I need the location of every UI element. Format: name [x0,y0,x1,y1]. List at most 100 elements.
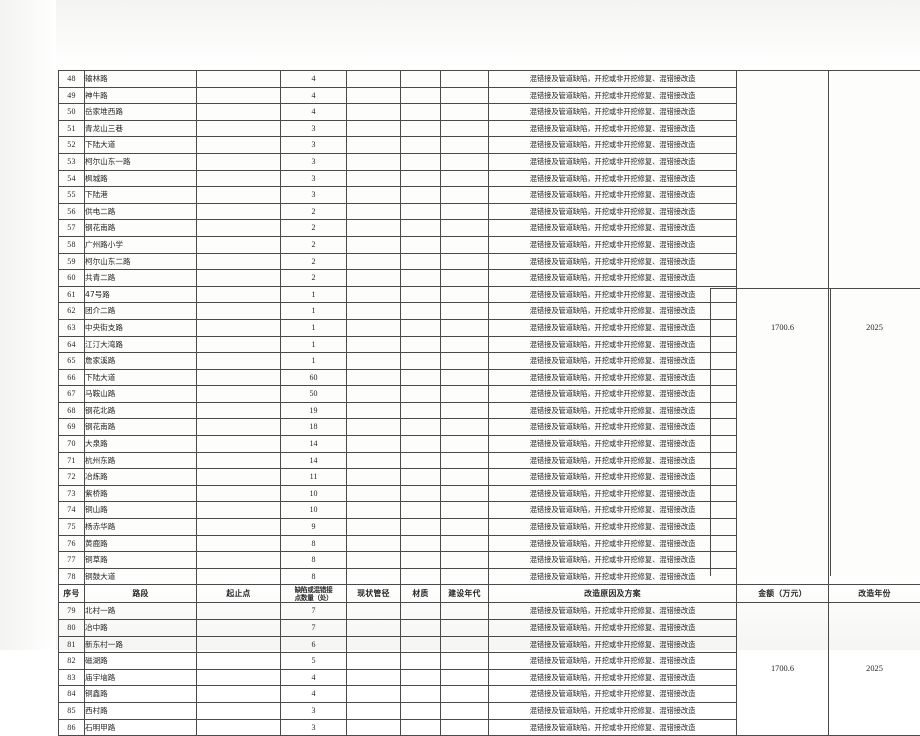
cell-built-year [441,137,489,154]
cell-range [197,419,281,436]
cell-built-year [441,620,489,637]
cell-diameter [347,402,401,419]
cell-defect-count: 4 [281,87,347,104]
cell-built-year [441,402,489,419]
cell-index: 73 [59,485,85,502]
cell-material [401,419,441,436]
cell-index: 48 [59,71,85,88]
cell-reason-and-plan: 混错接及管道缺陷，开挖或非开挖修复、混错接改造 [489,203,737,220]
cell-diameter [347,386,401,403]
cell-range [197,303,281,320]
cell-diameter [347,719,401,736]
cell-material [401,620,441,637]
cell-reason-and-plan: 混错接及管道缺陷，开挖或非开挖修复、混错接改造 [489,120,737,137]
cell-reason-and-plan: 混错接及管道缺陷，开挖或非开挖修复、混错接改造 [489,552,737,569]
column-header-index: 序号 [59,585,85,603]
cell-material [401,353,441,370]
cell-range [197,87,281,104]
cell-index: 74 [59,502,85,519]
cell-range [197,369,281,386]
cell-index: 78 [59,568,85,585]
cell-diameter [347,336,401,353]
cell-index: 52 [59,137,85,154]
cell-range [197,153,281,170]
cell-diameter [347,286,401,303]
cell-defect-count: 3 [281,120,347,137]
cell-built-year [441,203,489,220]
cell-reason-and-plan: 混错接及管道缺陷，开挖或非开挖修复、混错接改造 [489,369,737,386]
cell-range [197,686,281,703]
column-header-material: 材质 [401,585,441,603]
cell-road-name: 新东村一路 [85,636,197,653]
cell-diameter [347,170,401,187]
cell-reason-and-plan: 混错接及管道缺陷，开挖或非开挖修复、混错接改造 [489,719,737,736]
cell-defect-count: 1 [281,286,347,303]
cell-diameter [347,71,401,88]
cell-defect-count: 3 [281,170,347,187]
cell-rebuild-year: 2025 [829,71,920,585]
cell-road-name: 马鞍山路 [85,386,197,403]
cell-diameter [347,137,401,154]
cell-index: 58 [59,236,85,253]
cell-index: 56 [59,203,85,220]
cell-built-year [441,71,489,88]
cell-diameter [347,452,401,469]
cell-reason-and-plan: 混错接及管道缺陷，开挖或非开挖修复、混错接改造 [489,452,737,469]
cell-range [197,485,281,502]
cell-material [401,452,441,469]
cell-road-name: 黄鹿路 [85,535,197,552]
cell-built-year [441,719,489,736]
cell-index: 81 [59,636,85,653]
cell-range [197,603,281,620]
cell-index: 71 [59,452,85,469]
cell-range [197,636,281,653]
cell-index: 83 [59,669,85,686]
cell-reason-and-plan: 混错接及管道缺陷，开挖或非开挖修复、混错接改造 [489,469,737,486]
cell-defect-count: 7 [281,603,347,620]
cell-index: 50 [59,104,85,121]
column-header-amount: 金额（万元） [737,585,829,603]
cell-defect-count: 18 [281,419,347,436]
cell-defect-count: 1 [281,353,347,370]
cell-road-name: 下陆大道 [85,369,197,386]
column-header-defect-line2: 点数量（处） [282,594,345,602]
cell-reason-and-plan: 混错接及管道缺陷，开挖或非开挖修复、混错接改造 [489,568,737,585]
cell-built-year [441,603,489,620]
cell-index: 61 [59,286,85,303]
cell-index: 51 [59,120,85,137]
cell-road-name: 冶炼路 [85,469,197,486]
column-header-range: 起止点 [197,585,281,603]
cell-reason-and-plan: 混错接及管道缺陷，开挖或非开挖修复、混错接改造 [489,386,737,403]
cell-material [401,187,441,204]
cell-built-year [441,187,489,204]
cell-road-name: 钢花南路 [85,220,197,237]
cell-reason-and-plan: 混错接及管道缺陷，开挖或非开挖修复、混错接改造 [489,485,737,502]
cell-index: 53 [59,153,85,170]
cell-material [401,71,441,88]
cell-material [401,220,441,237]
cell-diameter [347,270,401,287]
cell-reason-and-plan: 混错接及管道缺陷，开挖或非开挖修复、混错接改造 [489,603,737,620]
cell-material [401,137,441,154]
cell-road-name: 北村一路 [85,603,197,620]
cell-index: 55 [59,187,85,204]
cell-defect-count: 2 [281,253,347,270]
cell-index: 77 [59,552,85,569]
cell-range [197,702,281,719]
cell-range [197,568,281,585]
cell-built-year [441,353,489,370]
cell-road-name: 钢花南路 [85,419,197,436]
cell-built-year [441,535,489,552]
cell-index: 63 [59,319,85,336]
cell-material [401,402,441,419]
cell-defect-count: 6 [281,636,347,653]
cell-built-year [441,286,489,303]
cell-material [401,270,441,287]
cell-defect-count: 50 [281,386,347,403]
cell-material [401,719,441,736]
cell-index: 69 [59,419,85,436]
cell-defect-count: 5 [281,653,347,670]
cell-index: 66 [59,369,85,386]
